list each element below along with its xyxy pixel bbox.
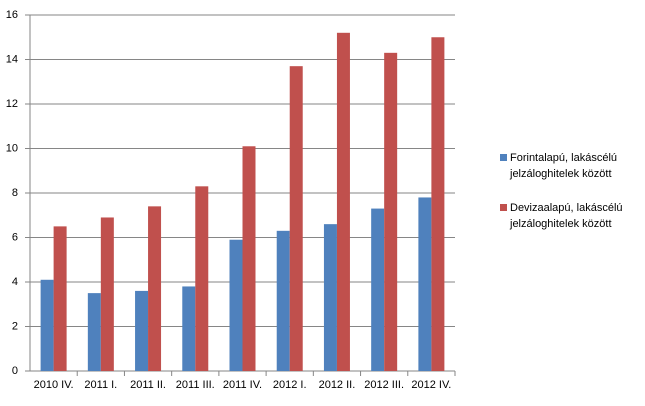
x-tick-label: 2012 I. xyxy=(273,379,307,391)
x-tick-label: 2011 I. xyxy=(84,379,117,391)
bar xyxy=(242,146,256,371)
legend-label: Devizaalapú, lakáscélú jelzáloghitelek k… xyxy=(510,202,623,230)
bar xyxy=(195,186,209,371)
legend-entry: Devizaalapú, lakáscélú jelzáloghitelek k… xyxy=(500,200,640,232)
x-tick-label: 2011 IV. xyxy=(223,379,262,391)
y-tick-label: 4 xyxy=(12,276,18,288)
bar xyxy=(418,197,432,371)
bar xyxy=(40,279,54,371)
x-tick-label: 2012 IV. xyxy=(411,379,451,391)
legend-swatch xyxy=(500,204,507,211)
y-tick-label: 0 xyxy=(12,365,18,377)
y-tick-label: 2 xyxy=(12,320,18,332)
bar xyxy=(289,66,303,372)
bar xyxy=(323,224,337,371)
x-tick-label: 2011 III. xyxy=(176,379,215,391)
bar xyxy=(384,52,398,371)
y-tick-label: 10 xyxy=(6,142,18,154)
bar xyxy=(276,230,290,371)
y-tick-label: 12 xyxy=(6,98,18,110)
y-tick-label: 16 xyxy=(6,9,18,21)
bar xyxy=(431,37,445,371)
bar xyxy=(135,290,149,371)
bar xyxy=(100,217,114,371)
bar xyxy=(371,208,385,371)
bar xyxy=(229,239,243,371)
x-tick-label: 2011 II. xyxy=(130,379,166,391)
legend: Forintalapú, lakáscélú jelzáloghitelek k… xyxy=(500,150,640,250)
legend-swatch xyxy=(500,154,507,161)
legend-entry: Forintalapú, lakáscélú jelzáloghitelek k… xyxy=(500,150,640,182)
legend-label: Forintalapú, lakáscélú jelzáloghitelek k… xyxy=(510,152,618,180)
x-tick-label: 2010 IV. xyxy=(34,379,74,391)
y-tick-label: 14 xyxy=(6,53,18,65)
y-tick-label: 6 xyxy=(12,231,18,243)
x-tick-label: 2012 II. xyxy=(319,379,356,391)
bar xyxy=(336,32,350,372)
bar xyxy=(182,286,196,371)
y-tick-label: 8 xyxy=(12,187,18,199)
x-tick-label: 2012 III. xyxy=(364,379,404,391)
bar xyxy=(53,226,67,371)
bar xyxy=(87,293,101,371)
bar xyxy=(148,206,162,371)
